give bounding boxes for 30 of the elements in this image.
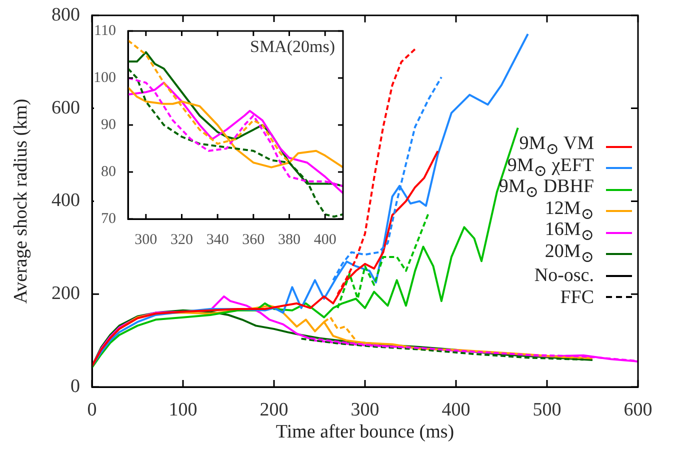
chart-title: SMA(20ms) (250, 36, 335, 56)
line-series (336, 212, 430, 310)
y-tick-label: 200 (52, 283, 80, 304)
x-tick-label: 320 (170, 232, 193, 248)
x-tick-label: 400 (442, 399, 470, 420)
x-tick-label: 200 (260, 399, 288, 420)
x-tick-label: 600 (624, 399, 652, 420)
line-series (300, 338, 584, 361)
x-tick-label: 380 (278, 232, 300, 248)
y-tick-label: 800 (52, 4, 80, 26)
y-tick-label: 400 (52, 190, 80, 212)
x-tick-label: 500 (532, 399, 562, 420)
y-tick-label: 90 (101, 116, 116, 133)
y-tick-label: 100 (94, 70, 116, 86)
y-tick-label: 600 (52, 97, 80, 118)
y-tick-label: 80 (101, 164, 116, 180)
legend-label: FFC (560, 286, 594, 308)
x-tick-label: 340 (206, 232, 229, 248)
line-series (323, 316, 357, 342)
x-axis-title: Time after bounce (ms) (276, 422, 454, 443)
y-axis-title: Average shock radius (km) (10, 98, 32, 304)
y-tick-label: 0 (70, 376, 80, 397)
y-tick-label: 70 (101, 210, 116, 227)
x-tick-label: 100 (168, 399, 198, 420)
y-tick-label: 110 (94, 22, 116, 39)
legend-label: No-osc. (534, 265, 594, 286)
x-tick-label: 300 (134, 232, 158, 248)
x-tick-label: 400 (314, 232, 336, 248)
x-tick-label: 300 (350, 399, 380, 420)
x-tick-label: 360 (242, 232, 265, 248)
